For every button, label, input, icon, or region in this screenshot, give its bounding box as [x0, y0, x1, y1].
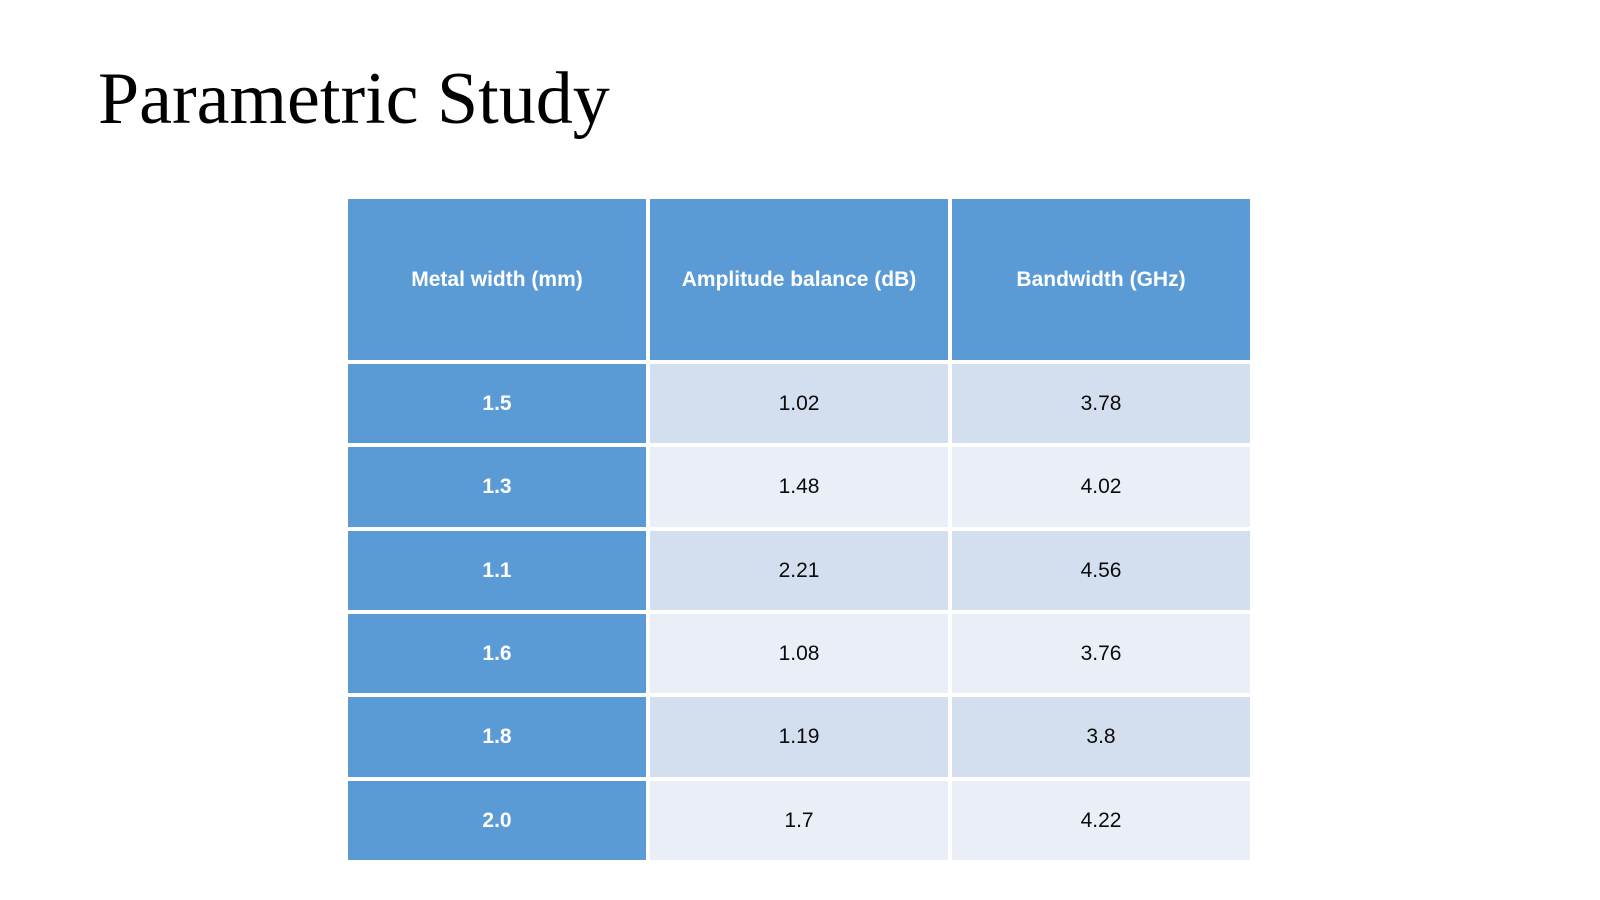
- row-header-metal-width: 1.5: [348, 364, 646, 444]
- table-cell-bandwidth: 4.02: [952, 447, 1250, 527]
- table-cell-amplitude: 1.08: [650, 614, 948, 694]
- column-header-bandwidth: Bandwidth (GHz): [952, 199, 1250, 360]
- table-cell-bandwidth: 3.76: [952, 614, 1250, 694]
- column-header-metal-width: Metal width (mm): [348, 199, 646, 360]
- row-header-metal-width: 2.0: [348, 780, 646, 860]
- table-cell-amplitude: 1.02: [650, 364, 948, 444]
- table-cell-amplitude: 2.21: [650, 530, 948, 610]
- row-header-metal-width: 1.1: [348, 530, 646, 610]
- row-header-metal-width: 1.8: [348, 697, 646, 777]
- slide-title: Parametric Study: [98, 58, 610, 140]
- column-header-amplitude-balance: Amplitude balance (dB): [650, 199, 948, 360]
- parametric-study-table: Metal width (mm) Amplitude balance (dB) …: [348, 199, 1250, 860]
- table-cell-amplitude: 1.7: [650, 780, 948, 860]
- table-cell-amplitude: 1.19: [650, 697, 948, 777]
- table-cell-bandwidth: 4.22: [952, 780, 1250, 860]
- row-header-metal-width: 1.3: [348, 447, 646, 527]
- table-cell-bandwidth: 3.8: [952, 697, 1250, 777]
- table-cell-amplitude: 1.48: [650, 447, 948, 527]
- table-cell-bandwidth: 3.78: [952, 364, 1250, 444]
- row-header-metal-width: 1.6: [348, 614, 646, 694]
- table-cell-bandwidth: 4.56: [952, 530, 1250, 610]
